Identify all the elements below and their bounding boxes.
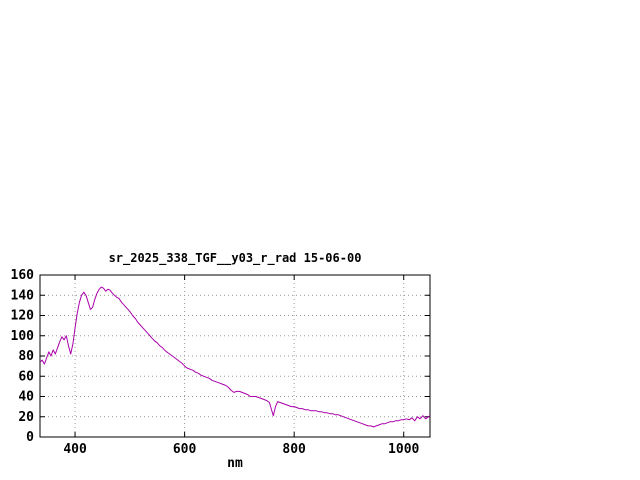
x-tick-label: 800: [282, 442, 306, 457]
y-tick-label: 0: [26, 430, 34, 445]
y-tick-label: 100: [11, 329, 35, 344]
x-tick-label: 600: [173, 442, 197, 457]
spectrum-line: [39, 286, 431, 428]
x-axis-label: nm: [227, 456, 243, 471]
y-tick-label: 120: [11, 309, 35, 324]
plot-border: [39, 274, 431, 438]
y-tick-label: 140: [11, 288, 35, 303]
y-tick-label: 40: [18, 390, 34, 405]
y-tick-label: 60: [18, 369, 34, 384]
y-tick-label: 80: [18, 349, 34, 364]
chart-title: sr_2025_338_TGF__y03_r_rad 15-06-00: [108, 251, 362, 265]
x-tick-label: 1000: [388, 442, 419, 457]
y-tick-label: 160: [11, 268, 35, 283]
x-tick-label: 400: [63, 442, 87, 457]
y-tick-label: 20: [18, 410, 34, 425]
